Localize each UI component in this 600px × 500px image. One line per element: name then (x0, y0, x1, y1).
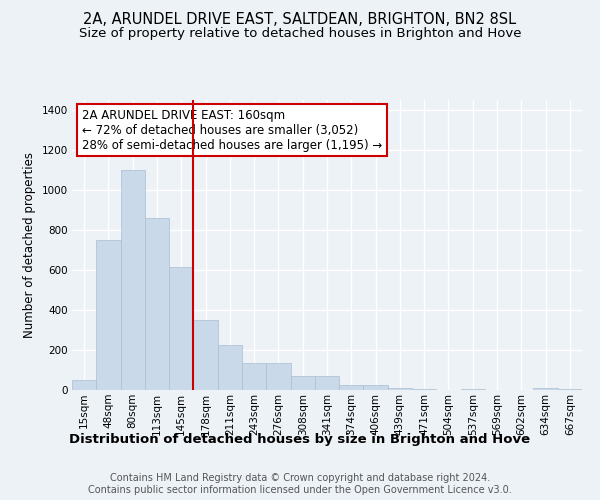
Bar (242, 363, 266, 390)
Bar (533, 388, 558, 390)
Text: Contains HM Land Registry data © Crown copyright and database right 2024.
Contai: Contains HM Land Registry data © Crown c… (88, 474, 512, 495)
Bar (169, 267, 193, 390)
Bar (364, 385, 388, 390)
Bar (290, 376, 315, 390)
Text: 2A ARUNDEL DRIVE EAST: 160sqm
← 72% of detached houses are smaller (3,052)
28% o: 2A ARUNDEL DRIVE EAST: 160sqm ← 72% of d… (82, 108, 382, 152)
Text: 2A, ARUNDEL DRIVE EAST, SALTDEAN, BRIGHTON, BN2 8SL: 2A, ARUNDEL DRIVE EAST, SALTDEAN, BRIGHT… (83, 12, 517, 28)
Bar (193, 320, 218, 390)
Bar (266, 363, 290, 390)
Bar (145, 218, 169, 390)
Bar (339, 385, 364, 390)
Bar (315, 376, 339, 390)
Bar (96, 240, 121, 390)
Y-axis label: Number of detached properties: Number of detached properties (23, 152, 36, 338)
Bar (72, 380, 96, 390)
Bar (218, 345, 242, 390)
Bar (121, 170, 145, 390)
Bar (558, 389, 582, 390)
Bar (461, 389, 485, 390)
Text: Distribution of detached houses by size in Brighton and Hove: Distribution of detached houses by size … (70, 432, 530, 446)
Bar (412, 389, 436, 390)
Bar (388, 388, 412, 390)
Text: Size of property relative to detached houses in Brighton and Hove: Size of property relative to detached ho… (79, 28, 521, 40)
